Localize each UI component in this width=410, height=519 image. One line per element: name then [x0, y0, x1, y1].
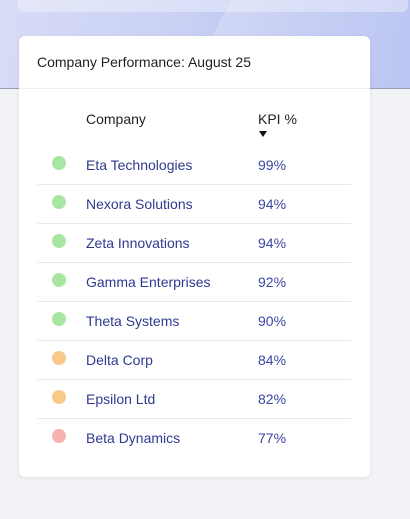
kpi-value: 94%: [258, 235, 287, 251]
company-link[interactable]: Beta Dynamics: [86, 430, 181, 446]
company-link[interactable]: Theta Systems: [86, 313, 180, 329]
status-dot-icon: [52, 351, 66, 365]
status-dot-icon: [52, 429, 66, 443]
column-header-company[interactable]: Company: [86, 111, 146, 127]
table-row: Zeta Innovations 94%: [38, 224, 351, 263]
sort-descending-icon: [259, 131, 267, 137]
table-row: Eta Technologies 99%: [38, 146, 351, 185]
kpi-value: 94%: [258, 196, 287, 212]
status-dot-icon: [52, 390, 66, 404]
company-link[interactable]: Gamma Enterprises: [86, 274, 211, 290]
column-header-kpi-label: KPI %: [258, 111, 297, 127]
table-row: Delta Corp 84%: [38, 341, 351, 380]
performance-card: Company Performance: August 25 Company K…: [19, 36, 370, 477]
kpi-value: 90%: [258, 313, 287, 329]
table-row: Epsilon Ltd 82%: [38, 380, 351, 419]
kpi-value: 77%: [258, 430, 287, 446]
kpi-value: 82%: [258, 391, 287, 407]
kpi-value: 92%: [258, 274, 287, 290]
table-header: Company KPI %: [38, 106, 351, 146]
column-header-kpi[interactable]: KPI %: [258, 111, 297, 137]
company-link[interactable]: Epsilon Ltd: [86, 391, 156, 407]
kpi-value: 99%: [258, 157, 287, 173]
table-row: Theta Systems 90%: [38, 302, 351, 341]
status-dot-icon: [52, 273, 66, 287]
card-title: Company Performance: August 25: [37, 54, 252, 70]
status-dot-icon: [52, 312, 66, 326]
table-body: Eta Technologies 99% Nexora Solutions 94…: [38, 146, 351, 458]
company-link[interactable]: Delta Corp: [86, 352, 153, 368]
company-link[interactable]: Nexora Solutions: [86, 196, 193, 212]
background-shape: [18, 0, 408, 12]
company-link[interactable]: Eta Technologies: [86, 157, 193, 173]
kpi-value: 84%: [258, 352, 287, 368]
status-dot-icon: [52, 156, 66, 170]
company-link[interactable]: Zeta Innovations: [86, 235, 190, 251]
table-row: Beta Dynamics 77%: [38, 419, 351, 458]
status-dot-icon: [52, 234, 66, 248]
card-header: Company Performance: August 25: [19, 36, 370, 89]
kpi-table: Company KPI % Eta Technologies 99% Nexor…: [38, 106, 351, 458]
table-row: Nexora Solutions 94%: [38, 185, 351, 224]
table-row: Gamma Enterprises 92%: [38, 263, 351, 302]
status-dot-icon: [52, 195, 66, 209]
